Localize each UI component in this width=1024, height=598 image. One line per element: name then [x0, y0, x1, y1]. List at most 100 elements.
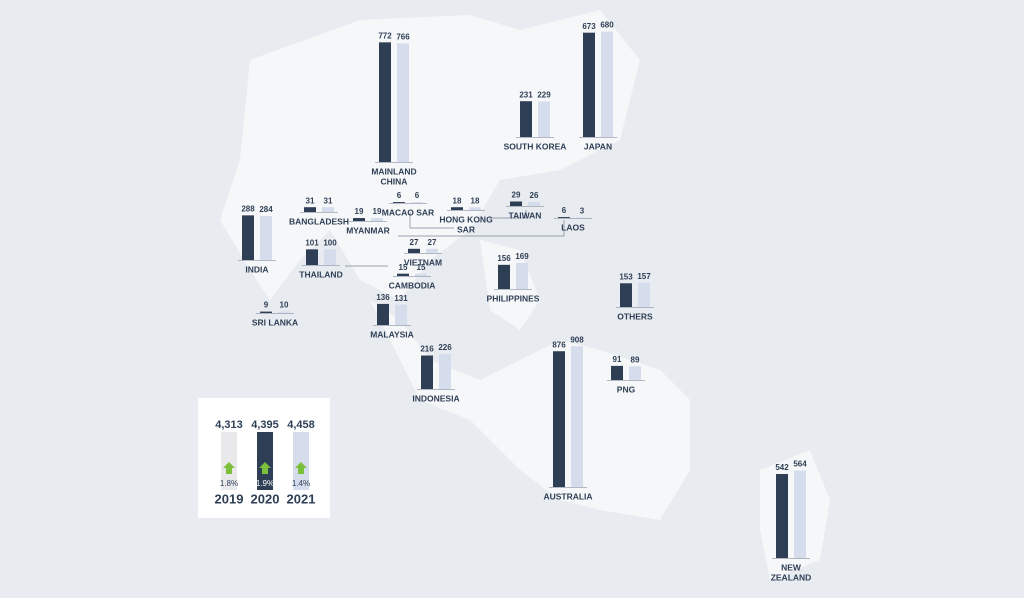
bar: [304, 207, 316, 212]
bar: [411, 202, 423, 203]
value-label: 136: [376, 293, 390, 302]
value-label: 231: [519, 90, 533, 99]
region-label: TAIWAN: [509, 210, 542, 220]
year-label: 2020: [251, 491, 280, 506]
value-label: 288: [241, 204, 255, 213]
region-label: SAR: [457, 224, 475, 234]
value-label: 156: [497, 254, 511, 263]
region-label: HONG KONG: [439, 214, 493, 224]
value-label: 15: [399, 263, 408, 272]
region-label: LAOS: [561, 222, 585, 232]
growth-arrow: [223, 462, 235, 474]
bar: [538, 101, 550, 137]
bar: [611, 365, 623, 380]
bar: [395, 304, 407, 325]
bar: [260, 311, 272, 313]
bar: [620, 283, 632, 307]
region-label: VIETNAM: [404, 257, 442, 267]
value-label: 6: [562, 206, 567, 215]
bar: [353, 218, 365, 221]
value-label: 101: [305, 238, 319, 247]
region-label: MAINLAND: [371, 166, 416, 176]
value-label: 31: [324, 196, 333, 205]
value-label: 157: [637, 272, 651, 281]
bar: [516, 262, 528, 289]
region-label: MALAYSIA: [370, 329, 414, 339]
region-label: NEW: [781, 562, 802, 572]
region-label: INDIA: [245, 264, 268, 274]
value-label: 284: [259, 205, 273, 214]
region-label: OTHERS: [617, 311, 653, 321]
growth-label: 1.9%: [256, 479, 274, 488]
value-label: 564: [793, 460, 807, 469]
bar: [379, 42, 391, 163]
bar: [426, 248, 438, 253]
bar: [260, 215, 272, 260]
bar: [408, 248, 420, 253]
region-label: SOUTH KOREA: [504, 141, 567, 151]
connectors: [345, 210, 565, 267]
value-label: 18: [453, 196, 462, 205]
value-label: 27: [410, 238, 419, 247]
region-label: MYANMAR: [346, 225, 390, 235]
region-label: PNG: [617, 384, 636, 394]
value-label: 10: [280, 301, 289, 310]
total-label: 4,313: [215, 419, 243, 431]
value-label: 229: [537, 91, 551, 100]
bar: [558, 217, 570, 218]
value-label: 19: [373, 207, 382, 216]
total-label: 4,395: [251, 419, 279, 431]
region-label: BANGLADESH: [289, 216, 349, 226]
bar: [510, 201, 522, 206]
bar: [451, 207, 463, 210]
value-label: 766: [396, 32, 410, 41]
total-label: 4,458: [287, 419, 315, 431]
year-column: [257, 432, 273, 490]
region-label: ZEALAND: [771, 572, 812, 582]
value-label: 9: [264, 301, 269, 310]
value-label: 31: [306, 196, 315, 205]
year-column: [293, 432, 309, 490]
value-label: 131: [394, 294, 408, 303]
bar: [415, 273, 427, 276]
year-label: 2019: [215, 491, 244, 506]
bar: [397, 273, 409, 276]
bar: [583, 32, 595, 138]
region-label: INDONESIA: [412, 393, 459, 403]
bar: [794, 470, 806, 558]
year-label: 2021: [287, 491, 316, 506]
bar: [528, 201, 540, 206]
value-label: 27: [428, 238, 437, 247]
value-label: 29: [512, 191, 521, 200]
bar: [397, 43, 409, 162]
bar: [520, 101, 532, 137]
bar: [601, 31, 613, 138]
growth-arrow: [295, 462, 307, 474]
bar: [421, 355, 433, 389]
value-label: 908: [570, 335, 584, 344]
bar: [278, 311, 290, 313]
value-label: 91: [613, 355, 622, 364]
value-label: 19: [355, 207, 364, 216]
year-column: [221, 432, 237, 490]
value-label: 18: [471, 196, 480, 205]
value-label: 100: [323, 239, 337, 248]
bar: [371, 218, 383, 221]
value-label: 226: [438, 343, 452, 352]
bar: [439, 353, 451, 389]
region-label: THAILAND: [299, 269, 342, 279]
region-label: MACAO SAR: [382, 207, 434, 217]
value-label: 15: [417, 263, 426, 272]
value-label: 216: [420, 345, 434, 354]
value-label: 772: [378, 31, 392, 40]
value-label: 153: [619, 272, 633, 281]
bar: [469, 207, 481, 210]
value-label: 673: [582, 22, 596, 31]
bar: [377, 303, 389, 325]
value-label: 542: [775, 463, 789, 472]
value-label: 89: [631, 355, 640, 364]
bar: [638, 282, 650, 307]
region-label: SRI LANKA: [252, 317, 298, 327]
region-label: CAMBODIA: [389, 280, 436, 290]
